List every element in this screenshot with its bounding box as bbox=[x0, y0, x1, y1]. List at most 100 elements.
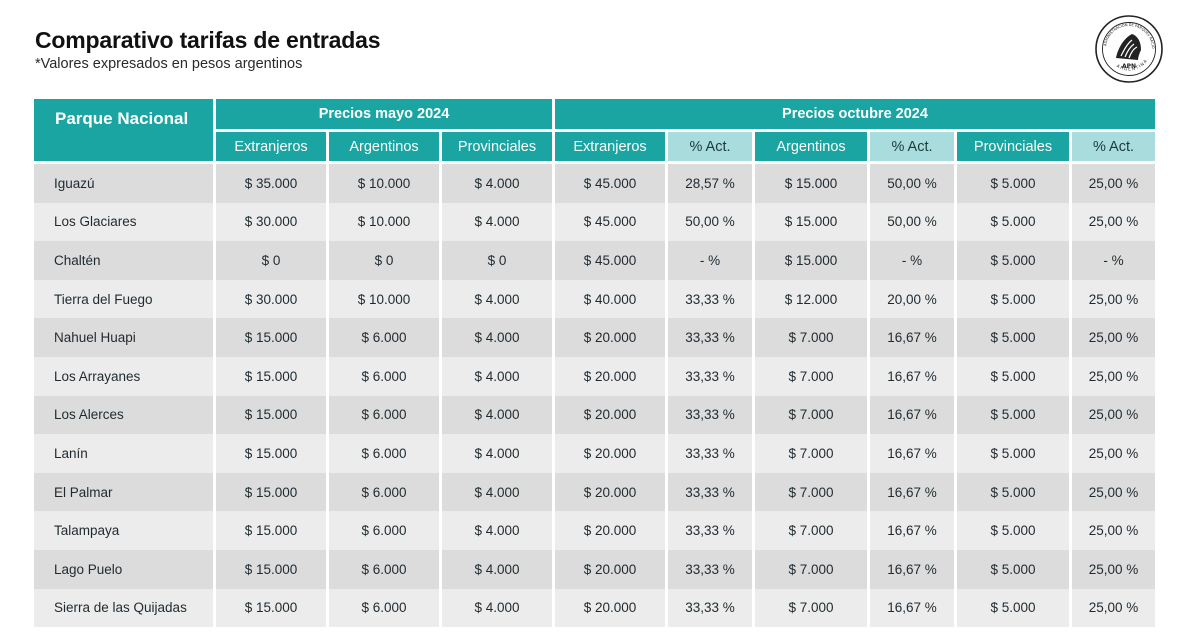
table-cell: - % bbox=[870, 241, 954, 280]
table-cell: $ 7.000 bbox=[755, 549, 867, 589]
table-cell: $ 4.000 bbox=[442, 318, 552, 357]
park-name: Chaltén bbox=[34, 241, 213, 280]
park-name: Los Alerces bbox=[34, 395, 213, 435]
table-cell: $ 15.000 bbox=[216, 588, 326, 628]
table-cell: $ 0 bbox=[216, 241, 326, 280]
table-cell: $ 15.000 bbox=[216, 318, 326, 357]
park-name: Sierra de las Quijadas bbox=[34, 588, 213, 628]
table-cell: $ 6.000 bbox=[329, 356, 439, 396]
park-name: Los Arrayanes bbox=[34, 356, 213, 396]
tariff-table: Parque Nacional Precios mayo 2024 Precios … bbox=[34, 99, 1164, 628]
table-cell: $ 6.000 bbox=[329, 434, 439, 473]
table-cell: $ 15.000 bbox=[755, 241, 867, 280]
table-cell: $ 5.000 bbox=[957, 164, 1069, 203]
table-cell: $ 5.000 bbox=[957, 588, 1069, 628]
table-cell: 25,00 % bbox=[1072, 318, 1155, 357]
park-name: Tierra del Fuego bbox=[34, 279, 213, 319]
table-cell: $ 5.000 bbox=[957, 318, 1069, 357]
table-cell: $ 20.000 bbox=[555, 549, 665, 589]
table-cell: 25,00 % bbox=[1072, 202, 1155, 242]
table-cell: $ 45.000 bbox=[555, 202, 665, 242]
table-cell: 25,00 % bbox=[1072, 588, 1155, 628]
table-cell: $ 5.000 bbox=[957, 472, 1069, 512]
table-cell: 16,67 % bbox=[870, 434, 954, 473]
table-cell: 25,00 % bbox=[1072, 434, 1155, 473]
table-cell: $ 7.000 bbox=[755, 395, 867, 435]
table-cell: $ 6.000 bbox=[329, 472, 439, 512]
table-cell: 33,33 % bbox=[668, 472, 752, 512]
svg-text:APN: APN bbox=[1122, 63, 1136, 70]
table-cell: $ 4.000 bbox=[442, 472, 552, 512]
table-cell: $ 7.000 bbox=[755, 511, 867, 550]
table-cell: 33,33 % bbox=[668, 318, 752, 357]
table-cell: $ 15.000 bbox=[216, 395, 326, 435]
table-cell: $ 7.000 bbox=[755, 434, 867, 473]
table-cell: 33,33 % bbox=[668, 511, 752, 550]
table-cell: 33,33 % bbox=[668, 588, 752, 628]
park-name: Iguazú bbox=[34, 164, 213, 203]
table-cell: $ 10.000 bbox=[329, 279, 439, 319]
table-cell: $ 15.000 bbox=[216, 356, 326, 396]
table-cell: 33,33 % bbox=[668, 434, 752, 473]
park-name: Lanín bbox=[34, 434, 213, 473]
table-cell: 16,67 % bbox=[870, 318, 954, 357]
apn-logo-icon: ADMINISTRACIÓN DE PARQUES NACIONALES ARG… bbox=[1093, 11, 1164, 84]
table-cell: $ 45.000 bbox=[555, 164, 665, 203]
park-name: Nahuel Huapi bbox=[34, 318, 213, 357]
table-cell: $ 15.000 bbox=[216, 511, 326, 550]
table-cell: 28,57 % bbox=[668, 164, 752, 203]
table-cell: $ 15.000 bbox=[755, 164, 867, 203]
table-cell: $ 20.000 bbox=[555, 588, 665, 628]
table-cell: $ 5.000 bbox=[957, 549, 1069, 589]
table-cell: $ 7.000 bbox=[755, 318, 867, 357]
park-name: El Palmar bbox=[34, 472, 213, 512]
table-cell: 25,00 % bbox=[1072, 279, 1155, 319]
table-cell: 33,33 % bbox=[668, 356, 752, 396]
table-cell: 25,00 % bbox=[1072, 395, 1155, 435]
col-header-oct: % Act. bbox=[668, 132, 752, 161]
table-cell: $ 6.000 bbox=[329, 395, 439, 435]
table-cell: $ 7.000 bbox=[755, 472, 867, 512]
table-cell: $ 20.000 bbox=[555, 356, 665, 396]
table-cell: $ 6.000 bbox=[329, 511, 439, 550]
table-cell: 25,00 % bbox=[1072, 549, 1155, 589]
page-title: Comparativo tarifas de entradas bbox=[35, 27, 381, 53]
table-cell: $ 4.000 bbox=[442, 511, 552, 550]
table-cell: $ 15.000 bbox=[755, 202, 867, 242]
table-cell: 25,00 % bbox=[1072, 472, 1155, 512]
table-cell: $ 5.000 bbox=[957, 511, 1069, 550]
table-cell: $ 7.000 bbox=[755, 588, 867, 628]
table-cell: $ 12.000 bbox=[755, 279, 867, 319]
table-cell: - % bbox=[668, 241, 752, 280]
group-header-may: Precios mayo 2024 bbox=[216, 99, 552, 129]
table-cell: $ 5.000 bbox=[957, 279, 1069, 319]
table-cell: 16,67 % bbox=[870, 511, 954, 550]
table-cell: $ 7.000 bbox=[755, 356, 867, 396]
table-cell: 16,67 % bbox=[870, 356, 954, 396]
park-name: Lago Puelo bbox=[34, 549, 213, 589]
group-header-oct: Precios octubre 2024 bbox=[555, 99, 1155, 129]
col-header-may: Extranjeros bbox=[216, 132, 326, 161]
table-cell: $ 35.000 bbox=[216, 164, 326, 203]
table-cell: 33,33 % bbox=[668, 395, 752, 435]
table-cell: 16,67 % bbox=[870, 395, 954, 435]
table-cell: $ 45.000 bbox=[555, 241, 665, 280]
col-header-oct: % Act. bbox=[1072, 132, 1155, 161]
table-cell: $ 20.000 bbox=[555, 395, 665, 435]
table-cell: $ 30.000 bbox=[216, 202, 326, 242]
table-cell: $ 20.000 bbox=[555, 511, 665, 550]
table-cell: $ 5.000 bbox=[957, 356, 1069, 396]
table-cell: $ 0 bbox=[442, 241, 552, 280]
table-cell: $ 4.000 bbox=[442, 434, 552, 473]
table-cell: 16,67 % bbox=[870, 549, 954, 589]
table-cell: 20,00 % bbox=[870, 279, 954, 319]
table-cell: $ 6.000 bbox=[329, 318, 439, 357]
table-cell: $ 4.000 bbox=[442, 202, 552, 242]
table-cell: $ 4.000 bbox=[442, 356, 552, 396]
table-cell: $ 10.000 bbox=[329, 202, 439, 242]
table-cell: $ 4.000 bbox=[442, 164, 552, 203]
table-cell: $ 5.000 bbox=[957, 241, 1069, 280]
table-cell: $ 20.000 bbox=[555, 318, 665, 357]
table-cell: 33,33 % bbox=[668, 549, 752, 589]
table-cell: $ 10.000 bbox=[329, 164, 439, 203]
